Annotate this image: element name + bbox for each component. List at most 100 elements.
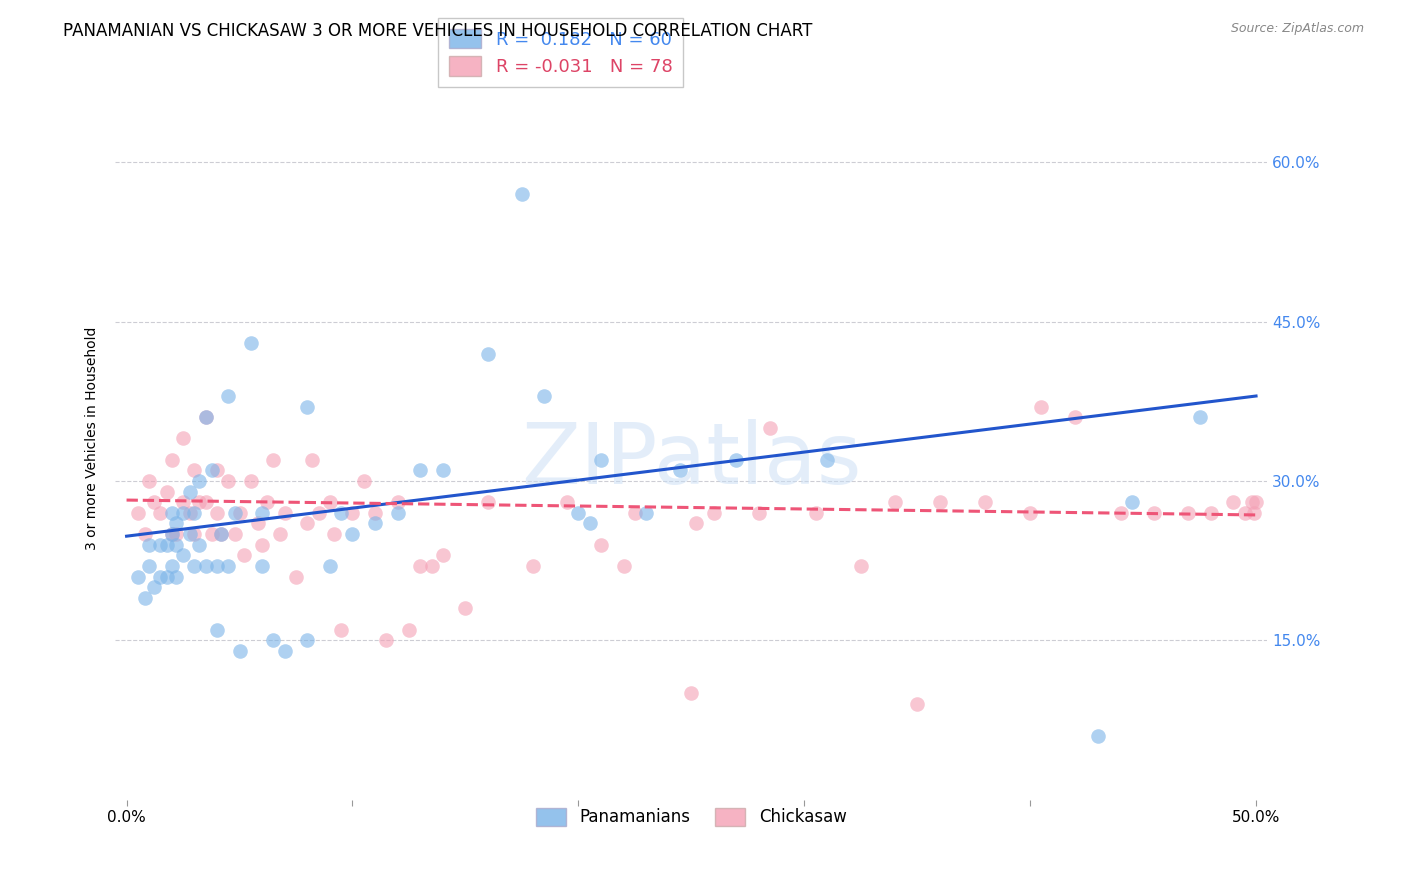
Point [224,506,246,520]
Point [409,463,432,477]
Point [183,463,205,477]
Point [974,495,997,509]
Point [1222,495,1244,509]
Point [849,558,872,573]
Point [172,495,194,509]
Point [1177,506,1199,520]
Point [905,697,928,711]
Point [301,452,323,467]
Point [1244,495,1267,509]
Point [160,527,183,541]
Point [522,558,544,573]
Point [172,549,194,563]
Point [273,644,295,658]
Point [217,558,239,573]
Point [567,506,589,520]
Point [160,527,183,541]
Point [364,516,387,531]
Point [725,452,748,467]
Point [228,644,250,658]
Point [160,558,183,573]
Point [160,452,183,467]
Point [533,389,555,403]
Point [297,516,319,531]
Point [454,601,477,615]
Point [160,506,183,520]
Point [330,506,353,520]
Point [134,591,156,605]
Point [285,569,308,583]
Point [142,495,165,509]
Point [669,463,692,477]
Point [273,506,295,520]
Point [201,527,224,541]
Point [127,569,149,583]
Point [165,569,187,583]
Point [149,538,172,552]
Point [165,538,187,552]
Point [1087,729,1109,743]
Point [477,346,499,360]
Point [250,538,273,552]
Point [398,623,420,637]
Point [228,506,250,520]
Point [432,463,454,477]
Point [138,474,160,488]
Point [187,474,209,488]
Point [156,569,179,583]
Point [269,527,291,541]
Point [209,527,232,541]
Point [387,495,409,509]
Point [250,558,273,573]
Point [165,516,187,531]
Point [612,558,634,573]
Point [1031,400,1053,414]
Point [703,506,725,520]
Point [194,495,217,509]
Point [205,506,228,520]
Point [156,538,179,552]
Point [815,452,838,467]
Point [262,452,284,467]
Point [804,506,827,520]
Point [149,569,172,583]
Point [256,495,278,509]
Point [1199,506,1222,520]
Point [194,410,217,425]
Point [138,558,160,573]
Point [308,506,330,520]
Point [1121,495,1143,509]
Point [179,527,201,541]
Y-axis label: 3 or more Vehicles in Household: 3 or more Vehicles in Household [86,326,100,550]
Point [928,495,950,509]
Point [205,558,228,573]
Point [420,558,443,573]
Point [183,558,205,573]
Point [589,452,612,467]
Point [759,421,782,435]
Point [246,516,269,531]
Point [1188,410,1211,425]
Point [156,484,179,499]
Text: PANAMANIAN VS CHICKASAW 3 OR MORE VEHICLES IN HOUSEHOLD CORRELATION CHART: PANAMANIAN VS CHICKASAW 3 OR MORE VEHICL… [63,22,813,40]
Point [209,527,232,541]
Point [681,686,703,700]
Point [205,463,228,477]
Point [387,506,409,520]
Point [217,474,239,488]
Point [297,400,319,414]
Point [364,506,387,520]
Point [624,506,647,520]
Point [510,187,533,202]
Legend: Panamanians, Chickasaw: Panamanians, Chickasaw [527,799,855,835]
Point [432,549,454,563]
Point [205,623,228,637]
Point [883,495,905,509]
Point [342,527,364,541]
Point [172,506,194,520]
Point [748,506,770,520]
Point [319,558,342,573]
Point [179,506,201,520]
Point [183,506,205,520]
Point [342,506,364,520]
